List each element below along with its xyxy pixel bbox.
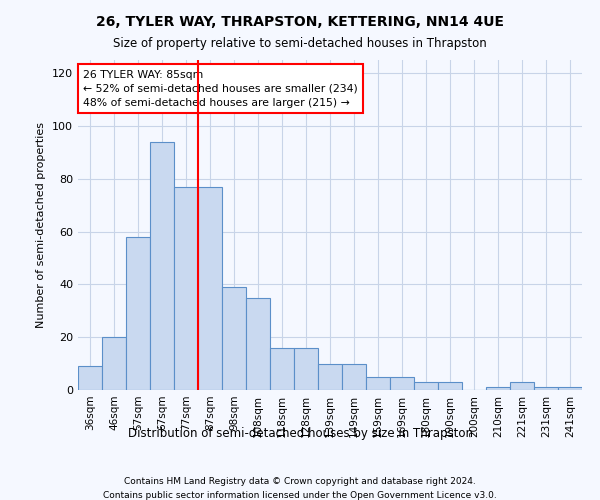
Bar: [342, 364, 366, 390]
Bar: [486, 388, 510, 390]
Bar: [78, 366, 102, 390]
Bar: [534, 388, 558, 390]
Bar: [414, 382, 438, 390]
Bar: [510, 382, 534, 390]
Bar: [174, 186, 198, 390]
Text: 26 TYLER WAY: 85sqm
← 52% of semi-detached houses are smaller (234)
48% of semi-: 26 TYLER WAY: 85sqm ← 52% of semi-detach…: [83, 70, 358, 108]
Text: Size of property relative to semi-detached houses in Thrapston: Size of property relative to semi-detach…: [113, 38, 487, 51]
Bar: [150, 142, 174, 390]
Text: Contains HM Land Registry data © Crown copyright and database right 2024.: Contains HM Land Registry data © Crown c…: [124, 478, 476, 486]
Text: Distribution of semi-detached houses by size in Thrapston: Distribution of semi-detached houses by …: [128, 428, 473, 440]
Bar: [366, 377, 390, 390]
Bar: [390, 377, 414, 390]
Bar: [294, 348, 318, 390]
Text: 26, TYLER WAY, THRAPSTON, KETTERING, NN14 4UE: 26, TYLER WAY, THRAPSTON, KETTERING, NN1…: [96, 15, 504, 29]
Bar: [438, 382, 462, 390]
Bar: [270, 348, 294, 390]
Bar: [222, 287, 246, 390]
Bar: [318, 364, 342, 390]
Y-axis label: Number of semi-detached properties: Number of semi-detached properties: [37, 122, 46, 328]
Bar: [126, 237, 150, 390]
Bar: [198, 186, 222, 390]
Bar: [558, 388, 582, 390]
Bar: [246, 298, 270, 390]
Bar: [102, 337, 126, 390]
Text: Contains public sector information licensed under the Open Government Licence v3: Contains public sector information licen…: [103, 491, 497, 500]
